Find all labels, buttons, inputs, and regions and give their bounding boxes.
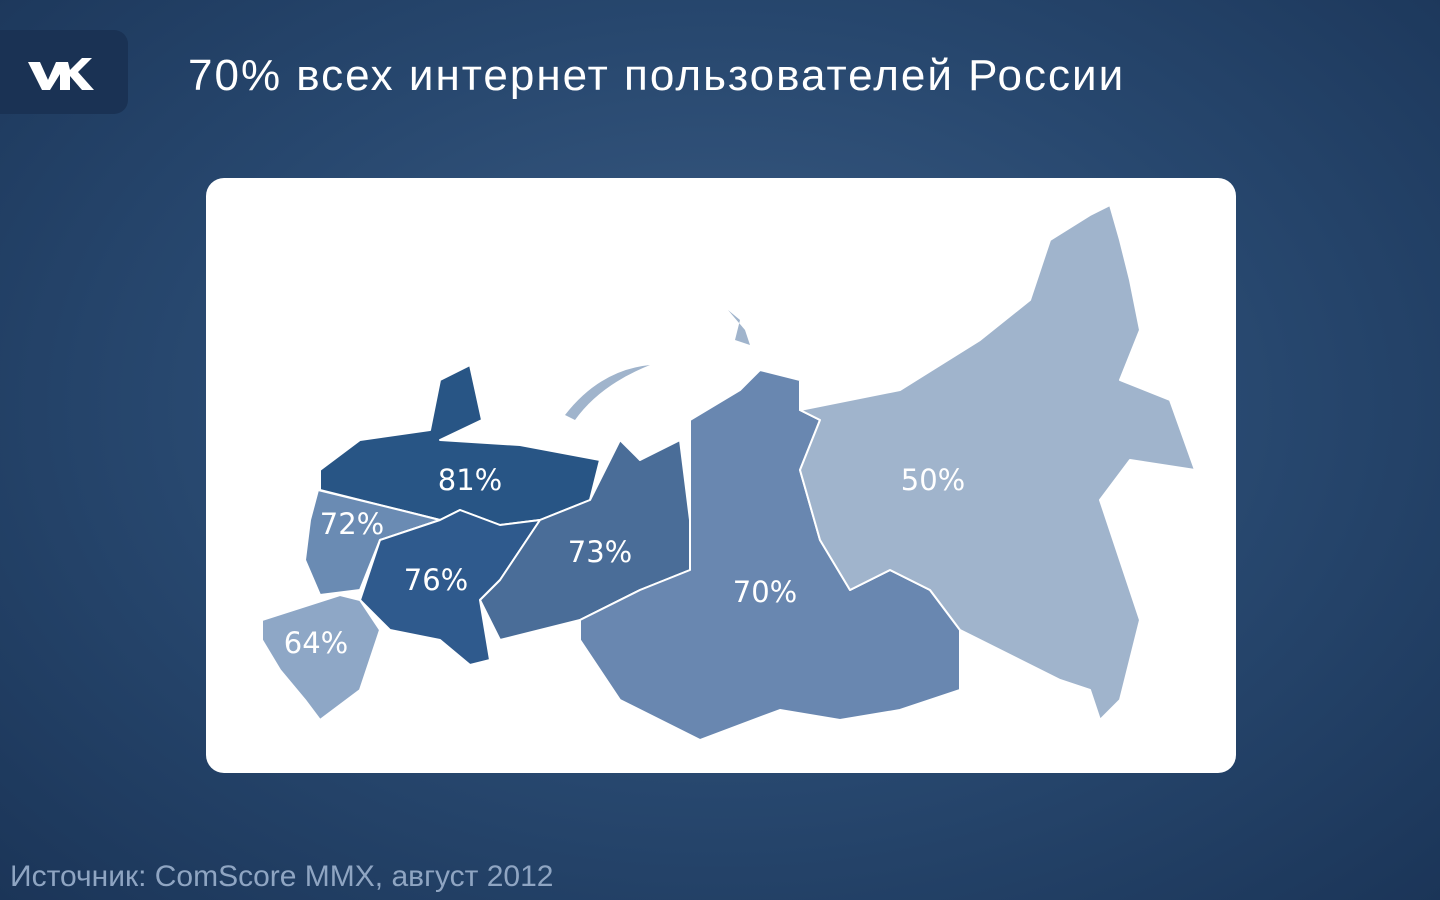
logo-icon: [28, 58, 94, 90]
region: [304, 489, 441, 596]
region: [579, 369, 961, 741]
region-label: 81%: [438, 463, 502, 497]
map: 81% 72% 76% 64% 73% 70% 50%: [261, 204, 1196, 741]
island: [728, 310, 750, 345]
region-label: 73%: [568, 535, 632, 569]
source-note: Источник: ComScore MMX, август 2012: [10, 860, 554, 893]
region-label: 64%: [284, 626, 348, 660]
region-label: 70%: [733, 575, 797, 609]
island: [565, 365, 650, 420]
region-label: 72%: [320, 507, 384, 541]
region-label: 50%: [901, 463, 965, 497]
region-label: 76%: [404, 563, 468, 597]
slide-title: 70% всех интернет пользователей России: [188, 51, 1125, 100]
region: [799, 204, 1196, 721]
region: [261, 594, 381, 721]
